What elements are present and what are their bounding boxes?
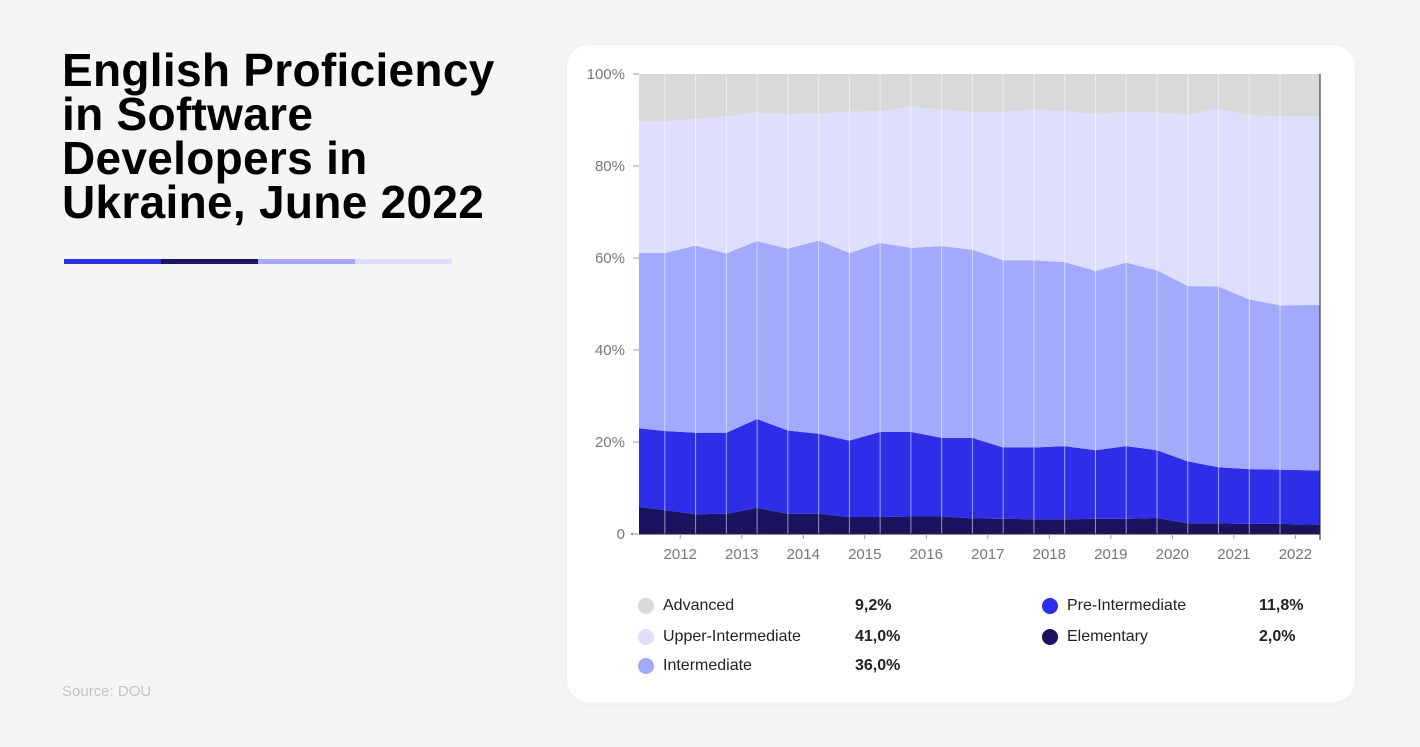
x-tick-label: 2012: [664, 546, 697, 563]
legend-swatch: [638, 629, 654, 645]
area-pre-intermediate: [639, 419, 1320, 525]
legend-swatch: [1042, 629, 1058, 645]
x-tick-label: 2022: [1279, 546, 1312, 563]
x-tick-label: 2015: [848, 546, 881, 563]
y-tick-label: 80%: [595, 158, 625, 175]
source-note: Source: DOU: [62, 683, 152, 700]
accent-bar-segment: [258, 259, 355, 264]
y-tick-label: 40%: [595, 342, 625, 359]
legend-label: Pre-Intermediate: [1067, 597, 1187, 614]
y-tick-label: 20%: [595, 434, 625, 451]
legend-value: 36,0%: [855, 657, 901, 674]
x-tick-label: 2018: [1033, 546, 1066, 563]
accent-bar-segment: [161, 259, 258, 264]
legend-label: Upper-Intermediate: [663, 628, 801, 645]
legend-swatch: [638, 658, 654, 674]
stacked-area-chart: 0 20% 40% 60% 80% 100% 2012 2013 2014 2015 2016 201…: [587, 66, 1321, 563]
legend-value: 41,0%: [855, 628, 901, 645]
x-tick-label: 2020: [1156, 546, 1189, 563]
x-tick-label: 2016: [910, 546, 943, 563]
area-upper-intermediate: [639, 107, 1320, 306]
x-tick-label: 2014: [787, 546, 820, 563]
legend-swatch: [638, 598, 654, 614]
x-tick-label: 2017: [971, 546, 1004, 563]
legend-value: 2,0%: [1259, 628, 1296, 645]
x-tick-label: 2013: [725, 546, 758, 563]
legend-value: 11,8%: [1259, 597, 1304, 614]
accent-bar-segment: [64, 259, 161, 264]
legend-label: Intermediate: [663, 657, 752, 674]
y-tick-label: 0: [617, 526, 625, 543]
y-tick-label: 60%: [595, 250, 625, 267]
area-elementary: [639, 506, 1320, 534]
area-intermediate: [639, 240, 1320, 471]
legend-label: Advanced: [663, 597, 735, 614]
legend-swatch: [1042, 598, 1058, 614]
x-tick-label: 2019: [1094, 546, 1127, 563]
legend-value: 9,2%: [855, 597, 892, 614]
area-advanced: [639, 74, 1320, 122]
x-tick-label: 2021: [1217, 546, 1250, 563]
accent-bar-segment: [355, 259, 452, 264]
y-tick-label: 100%: [587, 66, 625, 83]
legend-label: Elementary: [1067, 628, 1148, 645]
chart-card: 0 20% 40% 60% 80% 100% 2012 2013 2014 2015 2016 201…: [567, 45, 1355, 702]
page-title: English Proficiency in Software Develope…: [62, 44, 495, 228]
